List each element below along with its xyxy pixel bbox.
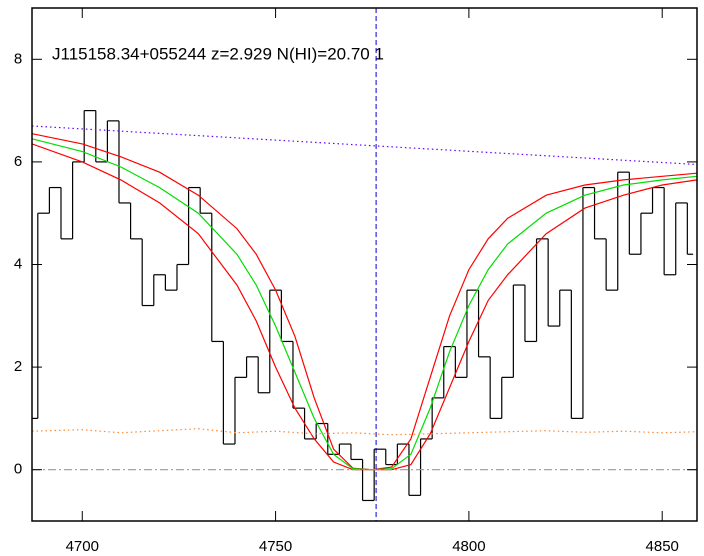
x-tick-label: 4700 — [66, 538, 99, 555]
model-line — [32, 138, 697, 471]
y-tick-label: 4 — [14, 255, 22, 272]
x-tick-label: 4750 — [259, 538, 292, 555]
y-tick-label: 2 — [14, 358, 22, 375]
model-line — [32, 143, 697, 471]
y-tick-label: 6 — [14, 153, 22, 170]
model-line — [32, 125, 697, 166]
plot-frame — [31, 7, 698, 522]
y-tick-label: 8 — [14, 50, 22, 67]
model-line — [32, 428, 697, 436]
x-tick-label: 4850 — [646, 538, 679, 555]
y-tick-label: 0 — [14, 461, 22, 478]
x-tick-label: 4800 — [452, 538, 485, 555]
chart-title: J115158.34+055244 z=2.929 N(HI)=20.70 1 — [52, 44, 384, 63]
model-line — [32, 133, 697, 471]
